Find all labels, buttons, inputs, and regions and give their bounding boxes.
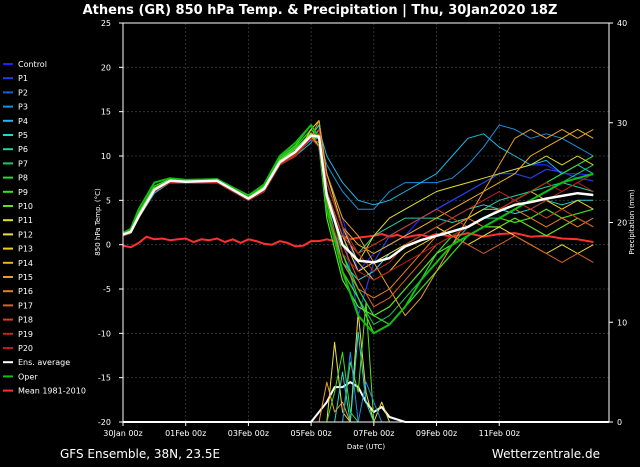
temp-line: [122, 134, 594, 264]
legend-label: Mean 1981-2010: [18, 387, 86, 396]
x-tick-label: 11Feb 00z: [479, 429, 520, 438]
y-axis-label-right: Precipitation (mm): [628, 189, 636, 254]
y-axis-right: 40 30 20 10 0: [609, 19, 627, 427]
legend-label: Control: [18, 60, 47, 69]
y-right-tick-label: 0: [617, 418, 622, 427]
temperature-series: [122, 120, 594, 335]
legend-label: P9: [18, 188, 28, 197]
y-tick-label: -5: [103, 285, 111, 294]
legend-label: P20: [18, 344, 33, 353]
legend-label: P15: [18, 273, 33, 282]
legend-label: P7: [18, 159, 28, 168]
x-tick-label: 30Jan 00z: [103, 429, 142, 438]
legend-label: P13: [18, 245, 33, 254]
x-tick-label: 07Feb 00z: [353, 429, 394, 438]
y-tick-label: -20: [98, 418, 111, 427]
legend-label: Ens. average: [18, 358, 70, 367]
y-tick-label: 5: [106, 196, 111, 205]
legend-label: P11: [18, 216, 33, 225]
chart-title: Athens (GR) 850 hPa Temp. & Precipitatio…: [83, 3, 558, 18]
y-tick-label: 10: [101, 152, 111, 161]
y-tick-label: -15: [98, 374, 111, 383]
x-tick-label: 05Feb 00z: [290, 429, 331, 438]
x-tick-label: 09Feb 00z: [416, 429, 457, 438]
legend-label: P4: [18, 117, 28, 126]
x-axis: 30Jan 00z 01Feb 00z 03Feb 00z 05Feb 00z 07Fe…: [103, 422, 520, 438]
legend-label: P19: [18, 330, 33, 339]
legend-label: P17: [18, 301, 33, 310]
x-tick-label: 03Feb 00z: [228, 429, 269, 438]
y-axis-left: 25 20 15 10 5 0 -5 -10 -15 -20: [98, 19, 123, 427]
legend-label: P1: [18, 74, 28, 83]
y-right-tick-label: 10: [617, 318, 627, 327]
legend-label: P5: [18, 131, 28, 140]
legend-label: P10: [18, 202, 33, 211]
y-axis-label-left: 850 hPa Temp. (°C): [94, 188, 102, 256]
y-tick-label: 0: [106, 241, 111, 250]
legend: Control P1 P2 P3 P4 P5 P6 P7 P8 P9 P10 P11 P12 P13 P14…: [3, 60, 86, 396]
footer-right: Wetterzentrale.de: [492, 447, 600, 461]
legend-label: P16: [18, 287, 33, 296]
temp-line: [122, 124, 594, 335]
legend-label: P3: [18, 103, 28, 112]
legend-label: Oper: [18, 372, 38, 381]
temp-line: [122, 232, 594, 249]
y-right-tick-label: 20: [617, 219, 627, 228]
grid-lines: [123, 23, 609, 422]
legend-label: P6: [18, 145, 28, 154]
y-tick-label: -10: [98, 329, 111, 338]
x-tick-label: 01Feb 00z: [165, 429, 206, 438]
footer-left: GFS Ensemble, 38N, 23.5E: [60, 447, 220, 461]
legend-label: P2: [18, 88, 28, 97]
y-right-tick-label: 40: [617, 19, 627, 28]
y-tick-label: 20: [101, 63, 111, 72]
y-right-tick-label: 30: [617, 119, 627, 128]
legend-label: P8: [18, 174, 28, 183]
y-tick-label: 15: [101, 108, 111, 117]
legend-label: P14: [18, 259, 33, 268]
precip-line: [123, 351, 609, 423]
legend-label: P12: [18, 230, 33, 239]
y-tick-label: 25: [101, 19, 111, 28]
legend-label: P18: [18, 316, 33, 325]
x-axis-label: Date (UTC): [347, 443, 386, 451]
